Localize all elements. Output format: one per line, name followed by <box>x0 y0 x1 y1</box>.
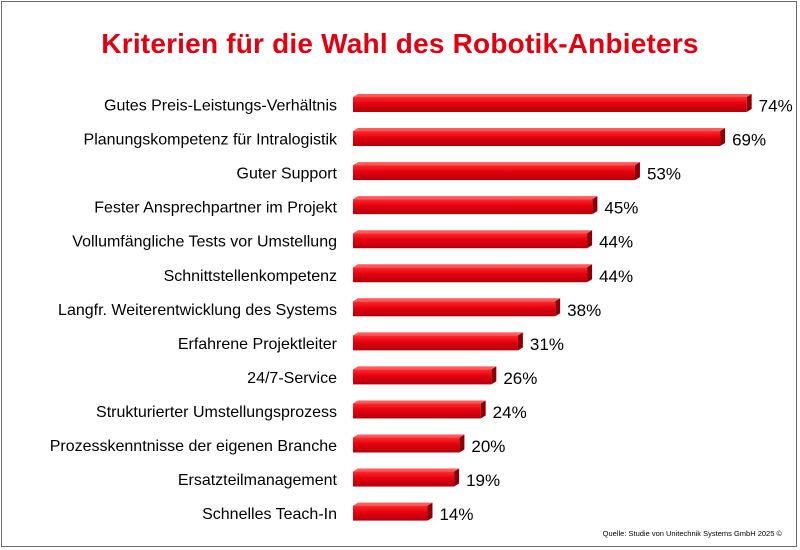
bar-top <box>353 264 593 268</box>
value-label: 26% <box>503 369 537 388</box>
bar-front <box>353 471 455 487</box>
bar <box>353 128 726 147</box>
bar-side <box>746 94 752 112</box>
category-label: Vollumfängliche Tests vor Umstellung <box>72 234 337 251</box>
category-label: Schnittstellenkompetenz <box>164 268 337 285</box>
bar-front <box>353 369 492 385</box>
bar-top <box>353 298 561 302</box>
category-label: Gutes Preis-Leistungs-Verhältnis <box>104 98 337 115</box>
value-label: 20% <box>471 437 505 456</box>
bar-top <box>353 196 598 200</box>
value-label: 14% <box>439 505 473 524</box>
value-label: 69% <box>732 131 766 150</box>
bar <box>353 332 523 351</box>
bar-front <box>353 437 460 453</box>
category-label: Ersatzteilmanagement <box>178 472 338 489</box>
bar-side <box>454 468 460 487</box>
bar-top <box>353 468 460 472</box>
chart-title: Kriterien für die Wahl des Robotik-Anbie… <box>101 28 699 59</box>
bar <box>353 94 752 112</box>
bar <box>353 400 486 419</box>
bar-side <box>480 400 486 419</box>
bar-side <box>587 230 593 249</box>
value-label: 45% <box>604 199 638 218</box>
bar-front <box>353 505 428 521</box>
bar-front <box>353 97 747 112</box>
category-label: Schnelles Teach-In <box>202 506 337 523</box>
bar-side <box>491 366 497 385</box>
bar-front <box>353 335 518 351</box>
value-label: 44% <box>599 233 633 252</box>
bar <box>353 366 497 385</box>
bar <box>353 264 593 283</box>
bar-side <box>634 162 640 181</box>
category-label: Guter Support <box>237 166 338 183</box>
value-label: 38% <box>567 301 601 320</box>
bar-top <box>353 94 752 97</box>
bar-top <box>353 332 523 336</box>
bar-front <box>353 267 588 283</box>
value-label: 19% <box>466 471 500 490</box>
bar-side <box>720 128 726 147</box>
bar-side <box>517 332 523 351</box>
bar-side <box>592 196 598 215</box>
bar-top <box>353 230 593 234</box>
category-label: Fester Ansprechpartner im Projekt <box>94 200 337 217</box>
value-label: 53% <box>647 165 681 184</box>
bar-top <box>353 434 465 438</box>
bar-side <box>555 298 561 317</box>
bar <box>353 468 460 487</box>
bar-side <box>459 434 465 453</box>
bar-front <box>353 165 635 181</box>
category-label: Strukturierter Umstellungsprozess <box>96 404 337 421</box>
value-label: 31% <box>530 335 564 354</box>
bar <box>353 502 433 521</box>
category-label: Planungskompetenz für Intralogistik <box>84 132 338 149</box>
bar <box>353 434 465 453</box>
bar-side <box>427 502 433 521</box>
bar <box>353 298 561 317</box>
bar <box>353 196 598 215</box>
bar <box>353 162 640 181</box>
bar-front <box>353 403 481 419</box>
value-label: 74% <box>759 97 793 116</box>
bar-top <box>353 162 640 166</box>
value-label: 24% <box>493 403 527 422</box>
category-label: Erfahrene Projektleiter <box>178 336 338 353</box>
bar-front <box>353 301 556 317</box>
bar <box>353 230 593 249</box>
bar-side <box>587 264 593 283</box>
category-label: Prozesskenntnisse der eigenen Branche <box>50 438 337 455</box>
bar-front <box>353 199 593 215</box>
source-note: Quelle: Studie von Unitechnik Systems Gm… <box>602 529 782 538</box>
bar-front <box>353 233 588 249</box>
bar-top <box>353 502 433 506</box>
bar-top <box>353 400 486 404</box>
bar-top <box>353 128 726 132</box>
bar-top <box>353 366 497 370</box>
bar-front <box>353 131 721 147</box>
value-label: 44% <box>599 267 633 286</box>
category-label: Langfr. Weiterentwicklung des Systems <box>58 302 337 319</box>
category-label: 24/7-Service <box>247 370 337 387</box>
